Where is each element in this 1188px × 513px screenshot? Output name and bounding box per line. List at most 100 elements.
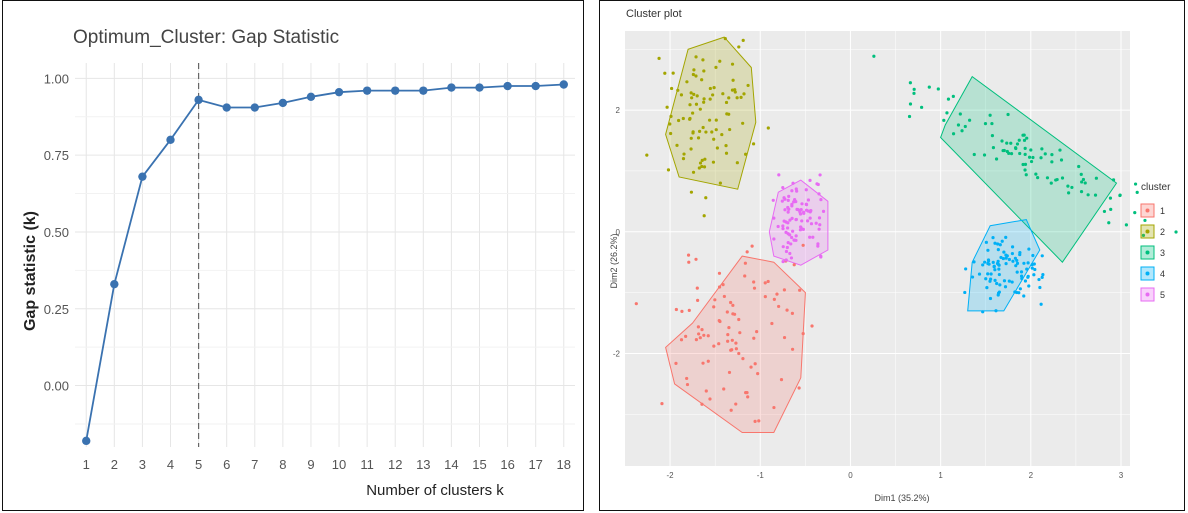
cluster-5-point <box>804 208 809 212</box>
x-tick-label: 6 <box>223 457 230 472</box>
cluster-1-point <box>743 274 747 278</box>
cluster-3-point <box>1093 193 1098 197</box>
cluster-4-point <box>983 260 987 264</box>
x-tick-label: 18 <box>557 457 571 472</box>
data-point-k1 <box>82 436 91 446</box>
cluster-1-point <box>726 339 730 343</box>
cluster-5-point <box>787 194 791 198</box>
cluster-1-point <box>734 341 738 345</box>
cluster-2-point <box>724 151 729 155</box>
gap-statistic-panel: Optimum_Cluster: Gap Statistic 0.00 0.25 0… <box>2 0 584 511</box>
cluster-3-point <box>990 133 995 138</box>
x-tick-label: -2 <box>667 471 675 480</box>
x-tick-label: 17 <box>528 457 542 472</box>
cluster-1-point <box>763 294 767 299</box>
cluster-2-point <box>703 157 707 161</box>
cluster-5-point <box>772 237 776 241</box>
data-point-k6 <box>222 103 231 112</box>
cluster-3-point <box>1079 190 1084 194</box>
cluster-2-point <box>730 62 735 66</box>
x-tick-label: 10 <box>332 457 346 472</box>
cluster-2-point <box>766 126 770 130</box>
cluster-3-point <box>1015 142 1020 146</box>
x-tick-label: 1 <box>938 471 943 480</box>
y-axis-ticks: -2 0 2 <box>613 106 621 358</box>
cluster-1-point <box>737 317 741 322</box>
cluster-5-point <box>811 235 815 239</box>
cluster-3-point <box>942 118 946 122</box>
cluster-5-point <box>800 202 804 206</box>
cluster-1-point <box>727 325 731 330</box>
cluster-3-point <box>956 123 961 127</box>
cluster-1-point <box>790 311 794 316</box>
cluster-4-point <box>1004 256 1008 260</box>
cluster-3-point <box>1023 168 1027 172</box>
cluster-1-point <box>743 261 747 265</box>
cluster-1-point <box>725 310 729 314</box>
data-point-k12 <box>391 86 400 95</box>
x-axis-ticks: -2 -1 0 1 2 3 <box>667 471 1124 480</box>
cluster-1-point <box>752 286 757 290</box>
cluster-1-point <box>726 333 730 337</box>
cluster-3-point <box>1027 155 1032 159</box>
y-tick-label: 2 <box>616 106 621 115</box>
cluster-4-point <box>988 279 992 283</box>
cluster-3-point <box>1111 178 1116 182</box>
cluster-4-point <box>1018 287 1022 291</box>
cluster-2-point <box>688 117 692 121</box>
data-point-k3 <box>138 172 147 181</box>
cluster-4-point <box>981 263 985 267</box>
data-point-k14 <box>447 83 456 92</box>
cluster-4-point <box>1023 279 1028 283</box>
cluster-5-point <box>777 173 781 177</box>
cluster-5-point <box>791 181 795 185</box>
cluster-2-point <box>701 125 705 130</box>
cluster-2-point <box>663 71 667 75</box>
cluster-5-point <box>799 226 803 230</box>
cluster-4-point <box>970 275 975 279</box>
cluster-1-point <box>745 391 749 395</box>
cluster-3-point <box>958 112 962 116</box>
cluster-2-point <box>714 118 718 122</box>
cluster-3-point <box>1031 155 1035 160</box>
cluster-4-point <box>1031 253 1035 258</box>
cluster-4-point <box>1004 253 1008 257</box>
cluster-4-point <box>977 272 982 276</box>
cluster-3-point <box>1083 181 1087 185</box>
cluster-2-point <box>708 97 712 101</box>
cluster-2-point <box>691 170 696 174</box>
cluster-3-point <box>1050 153 1054 157</box>
cluster-4-point <box>1007 257 1012 262</box>
grid <box>625 31 1130 466</box>
x-tick-label: 1 <box>83 457 90 472</box>
cluster-5-point <box>781 227 785 231</box>
cluster-1-point <box>782 335 787 340</box>
cluster-1-point <box>684 334 688 338</box>
cluster-4-point <box>1013 256 1018 260</box>
cluster-3-point <box>1143 218 1147 223</box>
cluster-3-point <box>1049 181 1053 185</box>
cluster-4-point <box>1015 270 1019 274</box>
cluster-1-point <box>713 298 717 302</box>
cluster-4-point <box>1022 294 1026 298</box>
x-tick-label: 3 <box>1119 471 1124 480</box>
cluster-4-point <box>1002 250 1006 254</box>
plot-panel-background <box>625 31 1130 466</box>
cluster-4-point <box>991 260 995 264</box>
cluster-4-point <box>1007 279 1011 283</box>
cluster-3-point <box>1023 162 1028 166</box>
cluster-5-point <box>784 249 789 254</box>
cluster-1-point <box>717 285 722 289</box>
cluster-4-point <box>997 290 1001 294</box>
y-tick-label: 0.25 <box>44 302 69 317</box>
cluster-2-point <box>714 128 718 132</box>
legend-key-dot-2 <box>1145 229 1150 234</box>
series-line <box>85 83 564 442</box>
cluster-1-point <box>696 325 701 329</box>
cluster-2-point <box>720 132 724 137</box>
y-tick-label: 0.75 <box>44 148 69 163</box>
cluster-1-point <box>685 382 690 387</box>
cluster-1-point <box>738 331 742 335</box>
cluster-4-point <box>1001 256 1005 261</box>
cluster-1-point <box>717 318 721 323</box>
